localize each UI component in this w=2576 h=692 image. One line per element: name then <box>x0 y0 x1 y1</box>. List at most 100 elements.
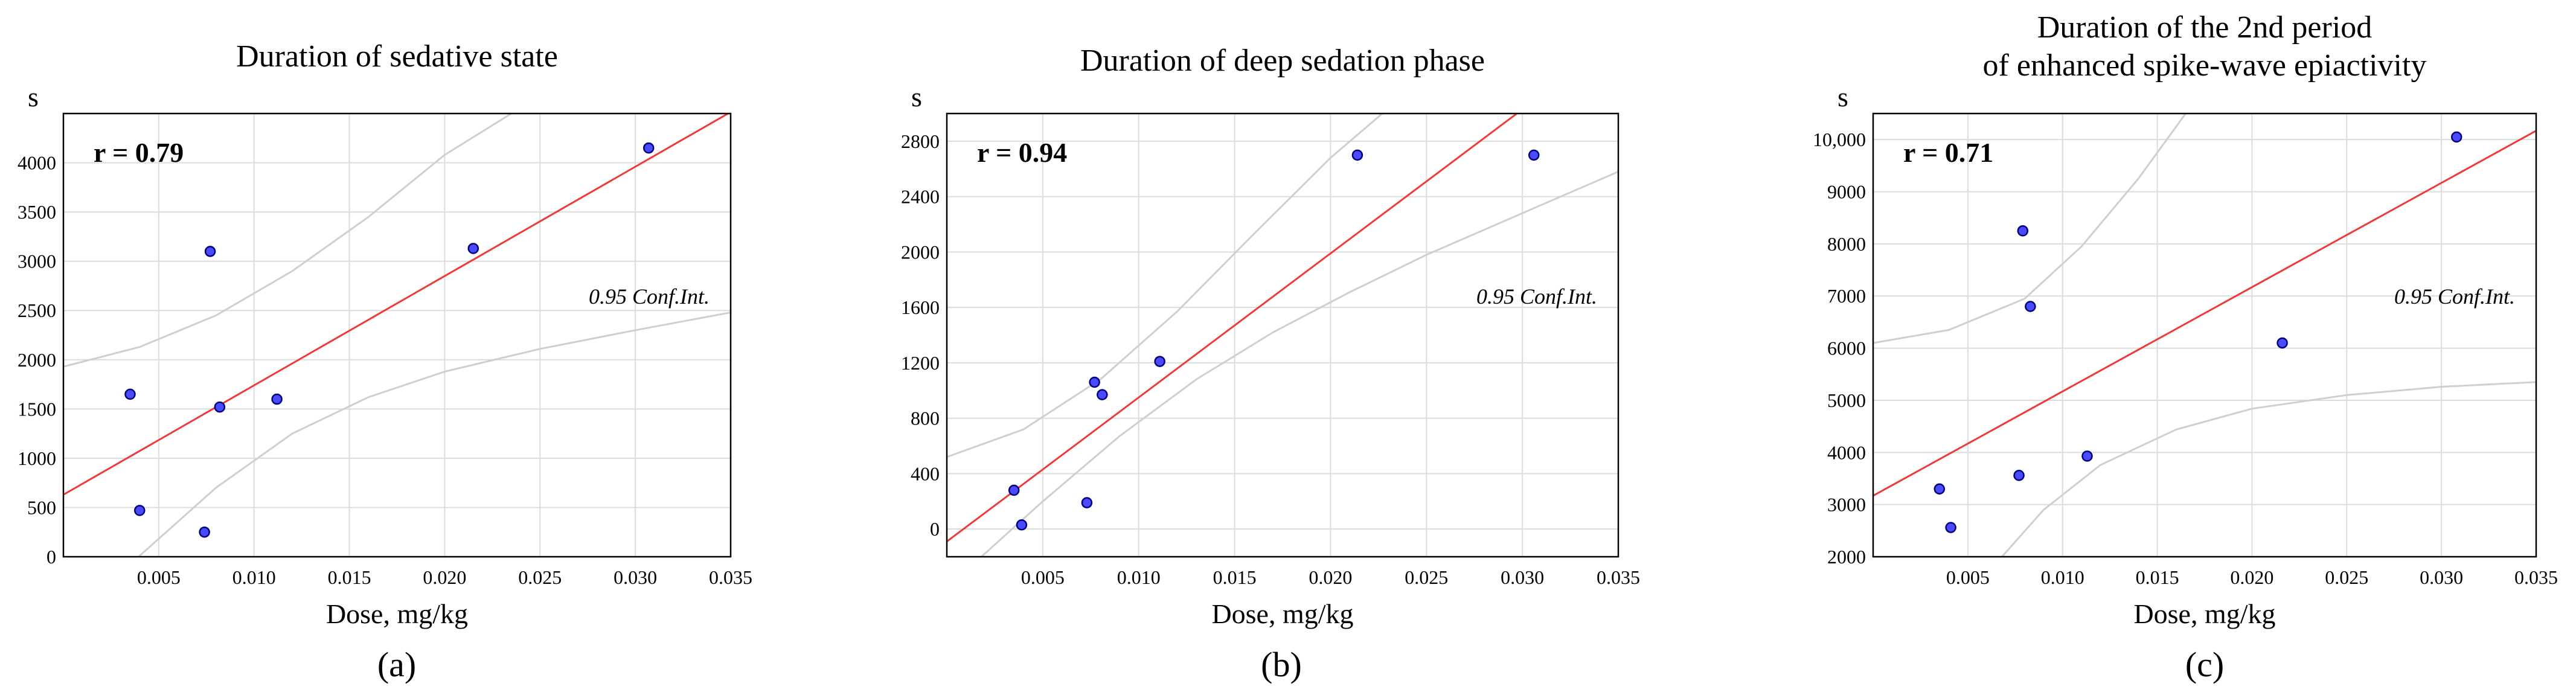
conf-int-label: 0.95 Conf.Int. <box>1476 284 1597 309</box>
y-tick-label: 400 <box>911 463 940 484</box>
data-point <box>1945 522 1956 533</box>
ci-upper-curve <box>63 114 512 368</box>
correlation-label: r = 0.79 <box>94 137 184 168</box>
panel-label: (a) <box>377 645 416 684</box>
data-point <box>1089 376 1100 388</box>
x-tick-label: 0.005 <box>137 566 181 588</box>
chart-panel-2: 0.005 0.010 0.015 0.020 0.025 0.030 0.035 0 400 8… <box>901 43 1640 684</box>
x-tick-label: 0.015 <box>328 566 371 588</box>
y-tick-label: 4000 <box>18 152 56 174</box>
data-point <box>1016 519 1028 531</box>
y-tick-label: 1500 <box>18 398 56 420</box>
y-tick-label: 1600 <box>901 296 940 318</box>
y-axis-label: s <box>1837 82 1848 112</box>
y-tick-label: 3000 <box>1827 494 1866 516</box>
x-tick-label: 0.035 <box>709 566 752 588</box>
data-point <box>1154 356 1165 367</box>
y-tick-label: 8000 <box>1827 233 1866 255</box>
plot-area <box>63 114 731 557</box>
x-axis-label: Dose, mg/kg <box>326 598 468 629</box>
ci-lower-curve <box>2001 381 2536 557</box>
correlation-label: r = 0.94 <box>977 137 1067 168</box>
y-tick-label: 3000 <box>18 251 56 272</box>
y-tick-label: 2000 <box>901 241 940 263</box>
data-point <box>467 243 479 254</box>
chart-title: Duration of the 2nd period <box>2037 10 2373 45</box>
regression-line <box>947 114 1519 542</box>
x-tick-label: 0.010 <box>2041 566 2084 588</box>
y-tick-label: 7000 <box>1827 285 1866 307</box>
plot-frame <box>1872 112 2537 558</box>
y-tick-label: 0 <box>930 518 940 540</box>
plot-area <box>947 114 1618 557</box>
y-tick-label: 800 <box>911 408 940 429</box>
conf-int-label: 0.95 Conf.Int. <box>2394 284 2515 309</box>
plot-area <box>1873 114 2536 557</box>
ci-upper-curve <box>1873 114 2187 344</box>
y-tick-label: 2500 <box>18 300 56 321</box>
data-point <box>1008 484 1020 496</box>
data-point <box>2025 301 2036 312</box>
x-tick-label: 0.025 <box>2325 566 2368 588</box>
data-point <box>2450 131 2462 143</box>
data-point <box>214 401 226 413</box>
y-tick-label: 9000 <box>1827 181 1866 203</box>
y-tick-label: 500 <box>27 496 56 518</box>
x-tick-label: 0.025 <box>1405 566 1448 588</box>
data-point <box>134 505 146 516</box>
data-point <box>642 142 655 154</box>
data-point <box>2013 470 2025 481</box>
x-tick-label: 0.025 <box>518 566 562 588</box>
y-tick-label: 10,000 <box>1813 129 1866 150</box>
x-tick-label: 0.005 <box>1021 566 1065 588</box>
x-tick-label: 0.030 <box>2420 566 2463 588</box>
chart-panel-3: 0.005 0.010 0.015 0.020 0.025 0.030 0.035 2000 3… <box>1813 10 2558 684</box>
y-tick-label: 2000 <box>18 349 56 371</box>
data-point <box>1081 497 1093 508</box>
ci-upper-curve <box>947 114 1383 458</box>
x-axis-label: Dose, mg/kg <box>1211 598 1353 629</box>
x-tick-label: 0.015 <box>2136 566 2179 588</box>
data-point <box>124 388 136 400</box>
plot-frame <box>62 112 732 558</box>
x-tick-label: 0.035 <box>1597 566 1640 588</box>
y-tick-label: 0 <box>46 546 56 568</box>
data-point <box>204 246 216 257</box>
panel-label: (c) <box>2185 645 2224 684</box>
x-tick-label: 0.020 <box>2230 566 2273 588</box>
x-axis-label: Dose, mg/kg <box>2133 598 2275 629</box>
y-tick-label: 2400 <box>901 186 940 208</box>
y-tick-label: 5000 <box>1827 389 1866 411</box>
y-axis-label: s <box>911 82 922 112</box>
x-tick-label: 0.035 <box>2514 566 2558 588</box>
y-tick-label: 1200 <box>901 352 940 374</box>
data-point <box>1097 389 1108 400</box>
chart-title: of enhanced spike-wave epiactivity <box>1983 48 2427 83</box>
data-point <box>199 526 210 538</box>
regression-line <box>1873 130 2536 497</box>
x-tick-label: 0.020 <box>1309 566 1352 588</box>
x-tick-label: 0.030 <box>1501 566 1544 588</box>
chart-panel-1: 0.005 0.010 0.015 0.020 0.025 0.030 0.035 0 500 1… <box>18 39 752 684</box>
y-tick-label: 6000 <box>1827 338 1866 359</box>
y-tick-label: 1000 <box>18 447 56 469</box>
chart-title: Duration of sedative state <box>236 39 558 74</box>
regression-line <box>63 114 730 496</box>
y-tick-label: 3500 <box>18 201 56 223</box>
ci-lower-curve <box>137 312 731 557</box>
chart-title: Duration of deep sedation phase <box>1080 43 1485 78</box>
y-axis-label: s <box>28 82 39 112</box>
y-tick-label: 2000 <box>1827 546 1866 568</box>
y-tick-label: 4000 <box>1827 441 1866 463</box>
y-tick-label: 2800 <box>901 130 940 152</box>
data-point <box>2081 450 2093 462</box>
data-point <box>2276 337 2288 349</box>
correlation-label: r = 0.71 <box>1903 137 1993 168</box>
panel-label: (b) <box>1261 645 1302 684</box>
data-point <box>1528 149 1540 161</box>
ci-lower-curve <box>981 170 1618 557</box>
data-point <box>1351 149 1363 161</box>
x-tick-label: 0.020 <box>423 566 466 588</box>
data-point <box>1934 483 1946 495</box>
